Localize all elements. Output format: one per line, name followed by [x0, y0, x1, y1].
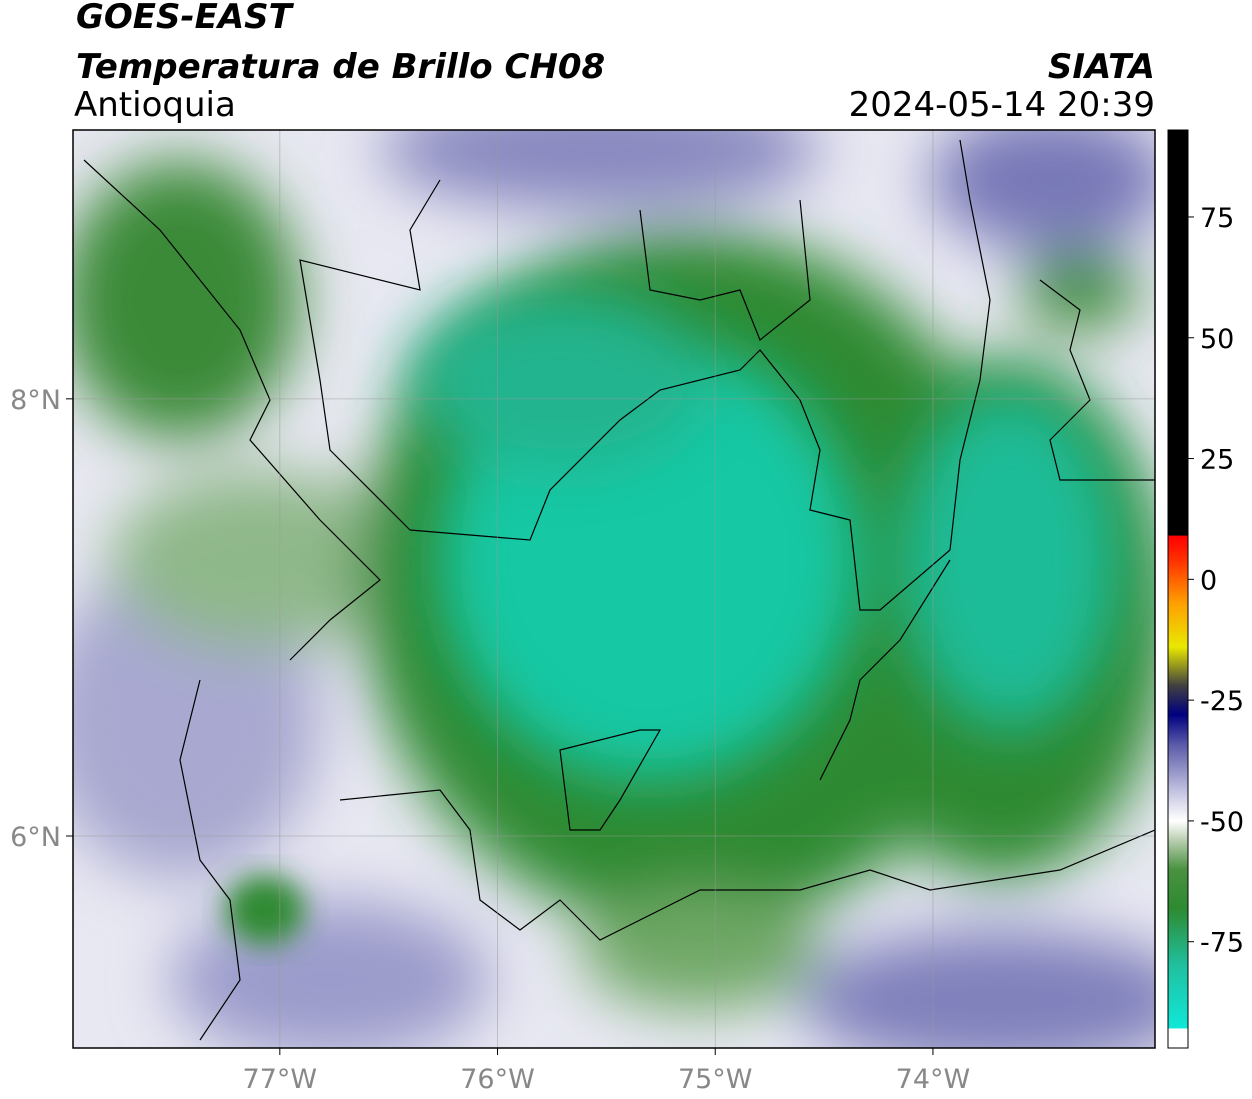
graticule — [73, 130, 1155, 1048]
lat-label: 6°N — [10, 822, 61, 853]
map-frame — [72, 129, 1156, 1049]
colorbar-label: 75 — [1200, 203, 1234, 234]
title: GOES-EAST — [76, 0, 295, 37]
lat-label: 8°N — [10, 385, 61, 416]
lon-label: 77°W — [243, 1064, 318, 1095]
colorbar-label: -50 — [1200, 807, 1244, 838]
colorbar-label: -25 — [1200, 686, 1244, 717]
subtitle: Temperatura de Brillo CH08 — [76, 47, 605, 87]
colorbar-label: 0 — [1200, 565, 1217, 596]
colorbar-label: -75 — [1200, 928, 1244, 959]
lon-label: 75°W — [678, 1064, 753, 1095]
lon-label: 76°W — [460, 1064, 535, 1095]
lon-label: 74°W — [896, 1064, 971, 1095]
colorbar-fill — [1167, 129, 1189, 1049]
colorbar-label: 25 — [1200, 445, 1234, 476]
region: Antioquia — [74, 85, 236, 125]
colorbar-label: 50 — [1200, 324, 1234, 355]
colorbar: 75 50 25 0 -25 -50 -75 — [1167, 129, 1244, 1049]
source: SIATA — [1048, 47, 1155, 87]
datetime: 2024-05-14 20:39 — [849, 85, 1155, 125]
satellite-image — [73, 130, 1155, 1048]
